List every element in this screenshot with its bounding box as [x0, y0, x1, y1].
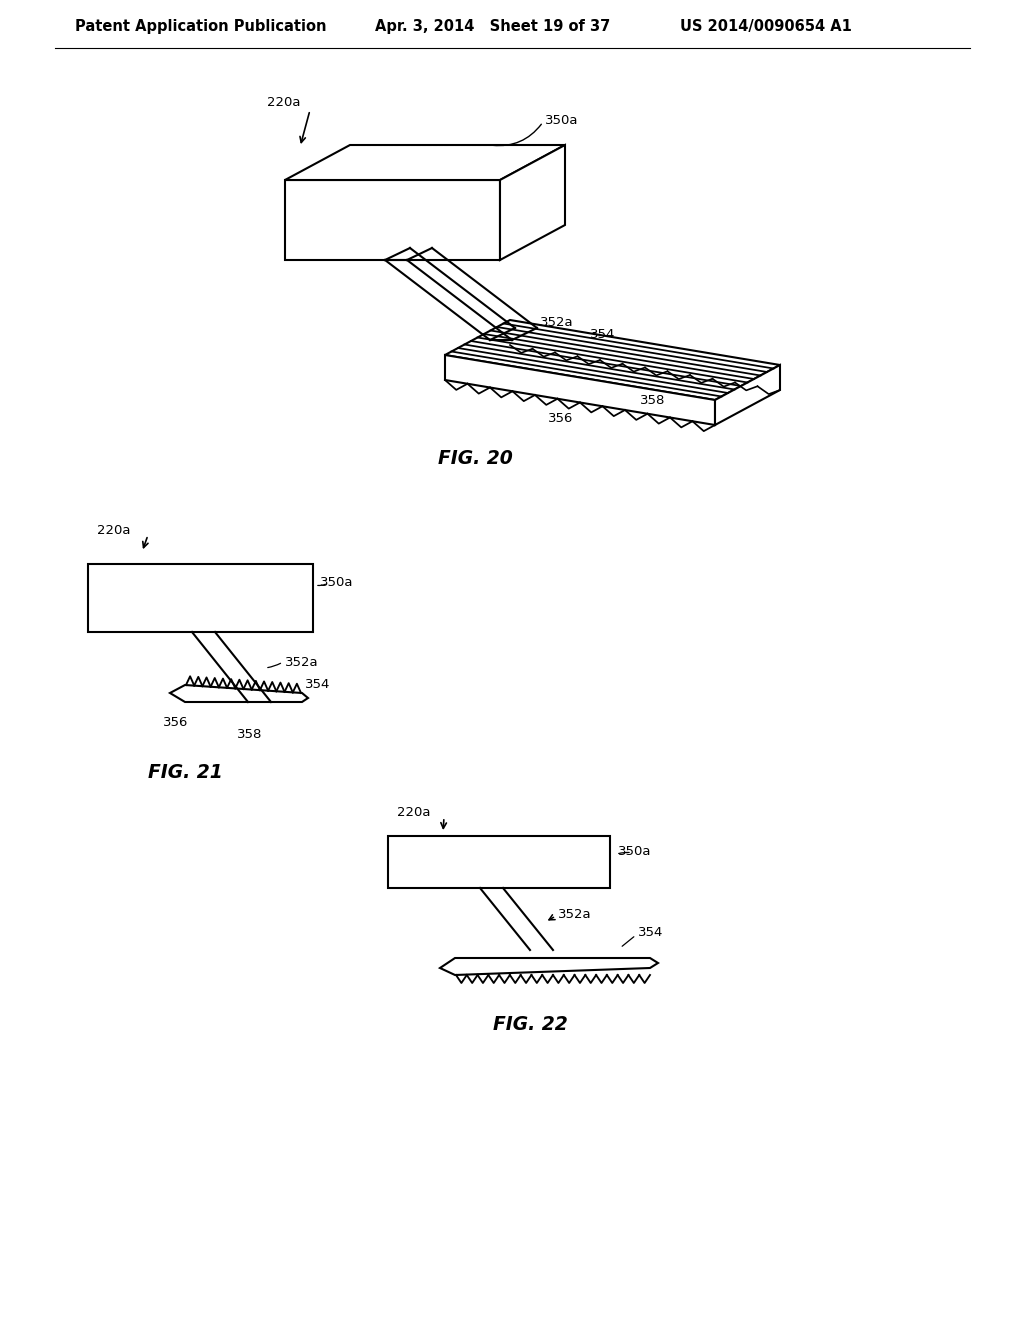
- Polygon shape: [285, 145, 565, 180]
- Text: 358: 358: [640, 393, 666, 407]
- Polygon shape: [170, 685, 308, 702]
- Text: 356: 356: [163, 715, 188, 729]
- Text: 358: 358: [238, 729, 263, 742]
- Text: 350a: 350a: [618, 845, 651, 858]
- Text: Patent Application Publication: Patent Application Publication: [75, 20, 327, 34]
- Bar: [88, 564, 313, 632]
- Text: 354: 354: [590, 327, 615, 341]
- Polygon shape: [445, 319, 780, 400]
- Polygon shape: [715, 366, 780, 425]
- Text: FIG. 22: FIG. 22: [493, 1015, 567, 1035]
- Text: US 2014/0090654 A1: US 2014/0090654 A1: [680, 20, 852, 34]
- Polygon shape: [285, 180, 500, 260]
- Text: 354: 354: [305, 678, 331, 692]
- Bar: [388, 836, 610, 888]
- Polygon shape: [500, 145, 565, 260]
- Text: Apr. 3, 2014   Sheet 19 of 37: Apr. 3, 2014 Sheet 19 of 37: [375, 20, 610, 34]
- Text: 220a: 220a: [96, 524, 130, 536]
- Text: 220a: 220a: [266, 95, 300, 108]
- Polygon shape: [440, 958, 658, 975]
- Text: 352a: 352a: [558, 908, 592, 921]
- Text: 220a: 220a: [396, 805, 430, 818]
- Text: 350a: 350a: [319, 576, 353, 589]
- Text: 354: 354: [638, 925, 664, 939]
- Text: FIG. 21: FIG. 21: [147, 763, 222, 781]
- Text: 352a: 352a: [540, 315, 573, 329]
- Text: 352a: 352a: [285, 656, 318, 668]
- Text: FIG. 20: FIG. 20: [437, 449, 512, 467]
- Text: 356: 356: [548, 412, 573, 425]
- Polygon shape: [445, 355, 715, 425]
- Text: 350a: 350a: [545, 114, 579, 127]
